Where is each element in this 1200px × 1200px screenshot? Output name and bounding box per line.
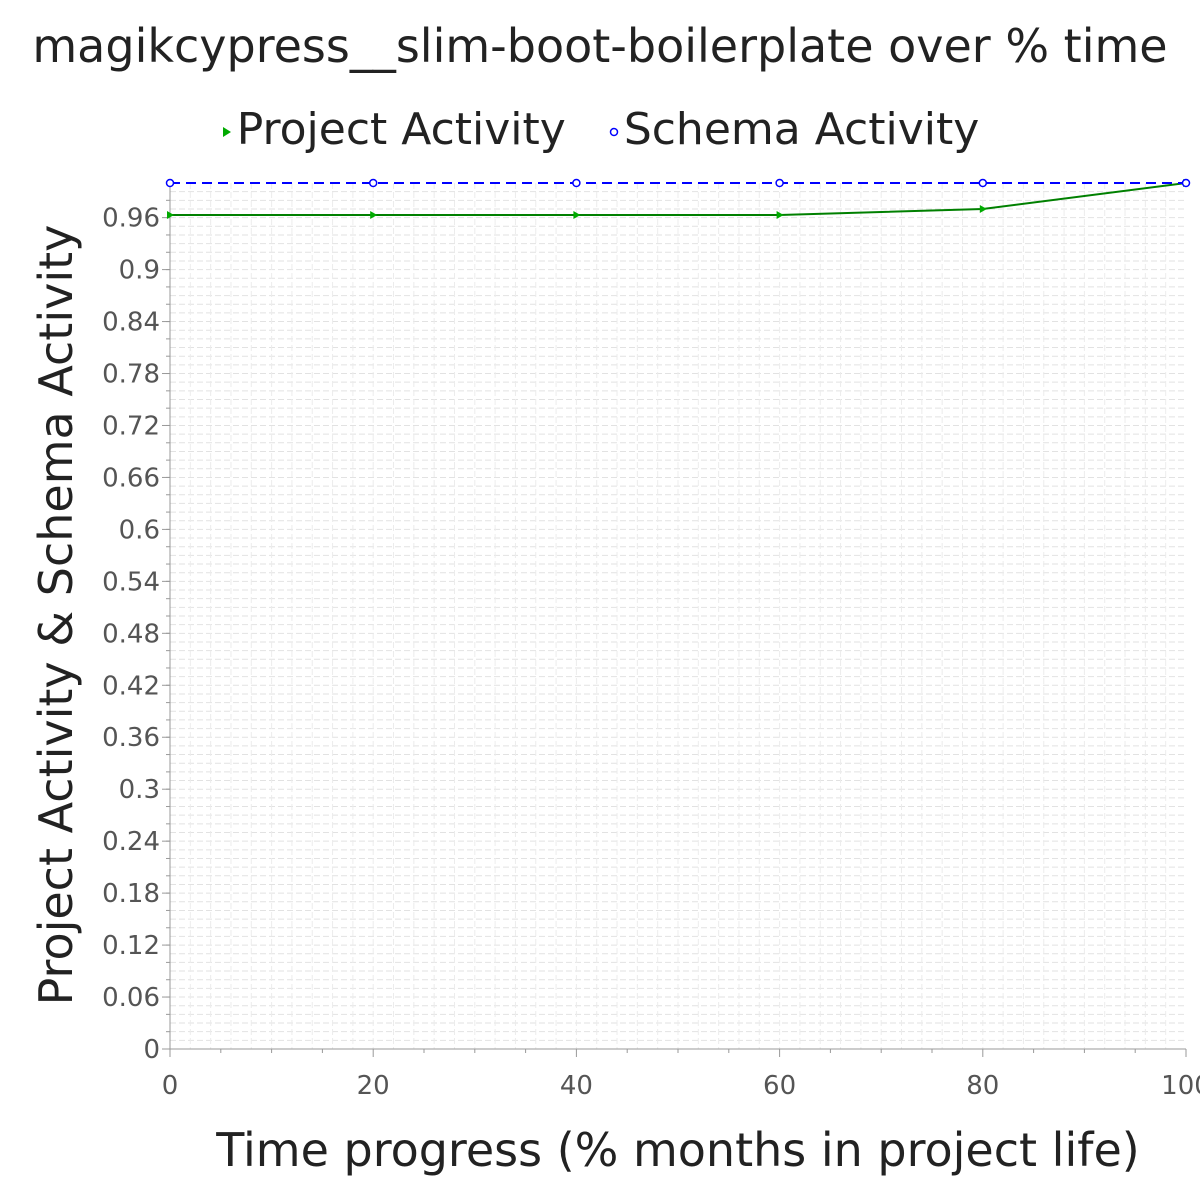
schema-activity-point — [572, 178, 581, 188]
x-tick-label: 20 — [357, 1071, 390, 1101]
x-axis-title: Time progress (% months in project life) — [215, 1123, 1139, 1177]
schema-activity-point — [368, 178, 378, 188]
x-tick-label: 0 — [162, 1071, 179, 1101]
project-activity-point — [370, 211, 378, 220]
schema-activity-point — [165, 178, 175, 188]
schema-activity-point — [775, 178, 784, 188]
schema-activity-point — [978, 178, 988, 188]
legend-triangle-marker-icon — [222, 127, 231, 137]
y-tick-label: 0.6 — [119, 515, 160, 545]
project-activity-point — [979, 204, 987, 213]
y-tick-label: 0.06 — [102, 983, 160, 1013]
tick-labels-layer: 0 20 40 60 80 100 0 0.06 0.12 0.18 0.24 0.3 0.36 0.42… — [102, 204, 1200, 1101]
x-tick-label: 40 — [560, 1071, 593, 1101]
legend: Project Activity Schema Activity — [0, 100, 1200, 160]
axes-layer — [162, 183, 1187, 1057]
legend-label-schema-activity: Schema Activity — [623, 104, 980, 155]
y-tick-label: 0.42 — [102, 671, 160, 701]
y-tick-label: 0.84 — [102, 308, 160, 338]
project-activity-point — [776, 211, 784, 220]
y-tick-label: 0.72 — [102, 411, 160, 441]
legend-item-project-activity: Project Activity — [221, 100, 566, 160]
project-activity-point — [167, 211, 174, 220]
y-tick-label: 0.66 — [102, 463, 160, 493]
y-axis-title: Project Activity & Schema Activity — [29, 225, 83, 1006]
series-layer — [165, 178, 1191, 220]
y-tick-label: 0.24 — [102, 827, 160, 857]
y-tick-label: 0.18 — [102, 879, 160, 909]
y-tick-label: 0.12 — [102, 931, 160, 961]
series-line-0 — [170, 182, 1187, 216]
y-tick-label: 0.96 — [102, 204, 160, 234]
y-tick-label: 0.9 — [119, 256, 160, 286]
y-tick-label: 0.3 — [119, 775, 160, 805]
legend-item-schema-activity: Schema Activity — [608, 100, 979, 160]
x-tick-label: 60 — [763, 1071, 796, 1101]
y-tick-label: 0.54 — [102, 567, 160, 597]
legend-label-project-activity: Project Activity — [236, 104, 566, 155]
y-tick-label: 0.36 — [102, 723, 160, 753]
x-tick-label: 80 — [966, 1071, 999, 1101]
schema-activity-point — [1181, 178, 1191, 188]
y-tick-label: 0 — [143, 1035, 160, 1065]
y-tick-label: 0.48 — [102, 619, 160, 649]
x-tick-label: 100 — [1161, 1071, 1200, 1101]
y-tick-label: 0.78 — [102, 360, 160, 390]
chart-title: magikcypress__slim-boot-boilerplate over… — [32, 19, 1168, 73]
legend-circle-marker-icon — [609, 127, 619, 137]
grid-layer — [170, 183, 1186, 1049]
project-activity-point — [573, 211, 581, 220]
